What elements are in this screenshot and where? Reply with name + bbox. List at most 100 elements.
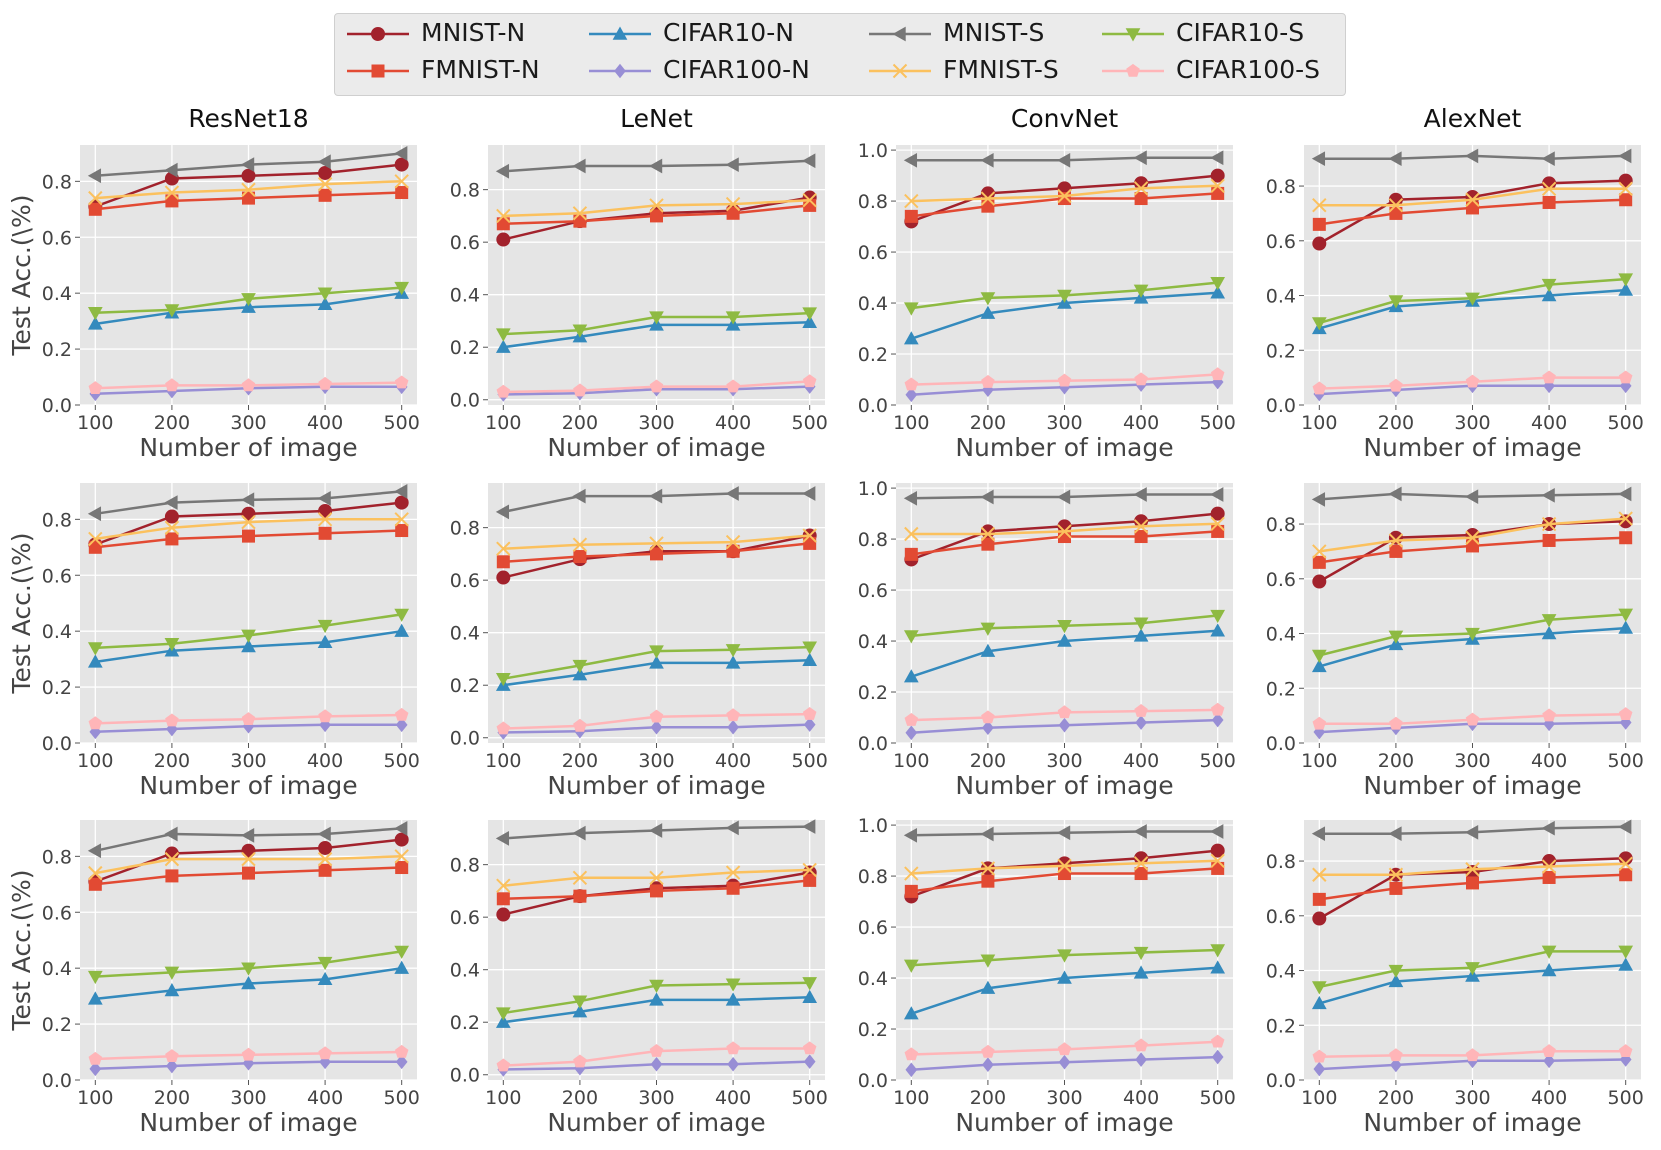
series-cifar100-s xyxy=(904,367,1225,391)
data-point xyxy=(1058,867,1071,881)
data-point xyxy=(573,718,587,732)
data-point xyxy=(1311,317,1327,331)
data-point xyxy=(164,826,178,842)
data-point xyxy=(904,712,919,726)
data-point xyxy=(241,1047,256,1061)
data-point xyxy=(1618,1044,1633,1058)
y-tick-label: 0.0 xyxy=(42,733,72,755)
x-tick-label: 300 xyxy=(1454,412,1490,434)
x-tick-label: 200 xyxy=(1378,1087,1414,1109)
data-point xyxy=(649,979,664,993)
data-point xyxy=(981,537,995,551)
y-tick-label: 0.4 xyxy=(450,623,480,645)
data-point xyxy=(903,630,919,644)
data-point xyxy=(1618,273,1634,287)
data-point xyxy=(725,311,741,325)
data-point xyxy=(980,861,996,876)
data-point xyxy=(318,503,333,518)
data-point xyxy=(1618,173,1633,188)
data-point xyxy=(573,383,587,397)
data-point xyxy=(242,866,255,880)
data-point xyxy=(1619,193,1633,207)
data-point xyxy=(1210,824,1224,839)
legend-marker-triangle-left xyxy=(892,26,906,42)
series-fmnist-s xyxy=(496,528,817,556)
data-point xyxy=(1210,516,1225,531)
legend-label: CIFAR100-N xyxy=(663,55,810,84)
data-point xyxy=(1389,1048,1403,1062)
data-point xyxy=(496,555,510,569)
data-point xyxy=(1057,524,1072,539)
x-tick-label: 200 xyxy=(154,1087,190,1109)
data-point xyxy=(318,863,332,877)
legend-marker-diamond xyxy=(614,63,626,79)
data-point xyxy=(1465,530,1480,545)
data-point xyxy=(1133,628,1149,642)
data-point xyxy=(88,190,103,206)
subplot-r3-c3: 100 200 300 400 500 0.0 0.2 0.4 0.6 0.8 1.0 Number … xyxy=(858,815,1236,1137)
y-tick-label: 0.8 xyxy=(1266,514,1296,536)
data-point xyxy=(980,643,996,657)
y-axis-label: Test Acc.(\%) xyxy=(7,533,36,695)
data-point xyxy=(242,191,255,205)
y-tick-label: 0.6 xyxy=(858,580,888,602)
legend-marker-square xyxy=(371,64,385,78)
data-point xyxy=(726,708,740,722)
data-point xyxy=(318,376,332,390)
legend-label: FMNIST-S xyxy=(943,55,1059,84)
data-point xyxy=(1210,623,1226,637)
data-point xyxy=(1541,278,1557,293)
data-point xyxy=(89,1061,102,1077)
data-point xyxy=(903,302,919,316)
data-point xyxy=(649,1043,664,1057)
data-point xyxy=(241,378,256,392)
data-point xyxy=(650,884,663,898)
data-point xyxy=(1618,608,1634,622)
data-point xyxy=(88,1051,103,1065)
data-point xyxy=(725,534,741,550)
y-tick-label: 1.0 xyxy=(858,140,888,162)
x-tick-label: 100 xyxy=(1301,750,1337,772)
data-point xyxy=(981,710,995,724)
data-point xyxy=(572,825,586,841)
data-point xyxy=(1312,198,1327,213)
legend-entry-cifar100-n: CIFAR100-N xyxy=(585,53,825,89)
data-point xyxy=(1210,276,1226,291)
data-point xyxy=(573,1054,587,1068)
data-point xyxy=(164,185,180,200)
legend-marker-triangle-up xyxy=(612,26,628,40)
data-point xyxy=(650,209,663,223)
x-axis-label: Number of image xyxy=(547,1108,765,1137)
data-point xyxy=(1135,715,1147,730)
data-point xyxy=(1133,946,1149,961)
data-point xyxy=(903,959,919,973)
data-point xyxy=(1134,372,1148,386)
x-tick-label: 300 xyxy=(1454,1087,1490,1109)
x-tick-label: 100 xyxy=(1301,412,1337,434)
data-point xyxy=(1057,188,1072,204)
x-tick-label: 400 xyxy=(715,750,751,772)
data-point xyxy=(1465,192,1480,207)
data-point xyxy=(1312,236,1327,251)
data-point xyxy=(727,1056,739,1072)
legend-entry-fmnist-s: FMNIST-S xyxy=(865,53,1105,89)
series-cifar10-n xyxy=(495,989,818,1028)
data-point xyxy=(1210,702,1225,716)
data-point xyxy=(802,652,818,666)
y-tick-label: 0.6 xyxy=(450,570,480,592)
data-point xyxy=(87,843,102,859)
data-point xyxy=(980,524,995,539)
series-cifar10-s xyxy=(1311,273,1634,331)
data-point xyxy=(1133,519,1149,534)
data-point xyxy=(1210,1034,1225,1048)
series-mnist-s xyxy=(87,484,408,522)
data-point xyxy=(164,495,178,510)
data-point xyxy=(240,828,255,843)
series-cifar100-s xyxy=(496,1041,817,1072)
data-point xyxy=(394,484,408,499)
data-point xyxy=(88,202,102,216)
data-point xyxy=(980,191,996,206)
data-point xyxy=(725,820,739,836)
data-point xyxy=(1541,945,1557,959)
data-point xyxy=(1211,524,1225,538)
